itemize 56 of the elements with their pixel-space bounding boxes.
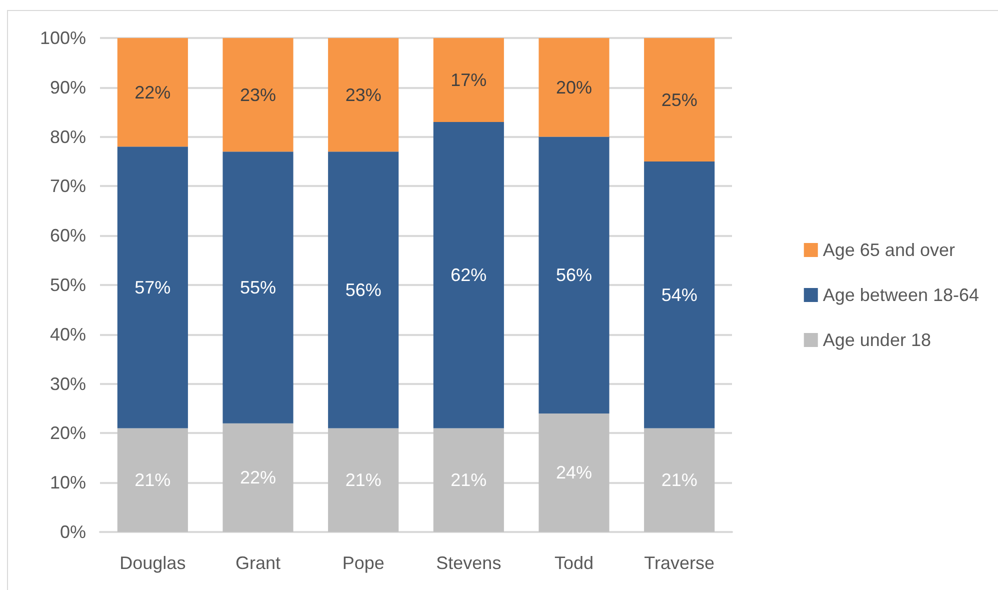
data-label: 62% [450,265,487,286]
y-tick-label: 40% [50,324,86,344]
legend-label: Age between 18-64 [822,285,980,305]
data-label: 56% [556,265,592,286]
data-label: 21% [661,470,698,490]
y-tick-label: 50% [50,275,86,295]
y-tick-label: 80% [50,126,86,147]
bar [328,38,399,152]
data-label: 21% [450,470,487,490]
bar [538,413,610,532]
y-tick-label: 0% [60,522,86,542]
bar [433,38,504,122]
legend-label: Age 65 and over [822,240,955,260]
bar [538,136,610,414]
bar [644,162,715,428]
y-tick-label: 60% [50,226,86,246]
bar [644,38,715,162]
y-tick-label: 90% [50,77,86,98]
data-label: 21% [345,470,382,490]
y-tick-label: 70% [50,176,86,196]
bar [644,428,715,532]
data-label: 56% [345,280,382,300]
data-label: 20% [556,77,592,98]
bar [117,38,188,147]
bar [222,423,294,532]
data-label: 17% [450,70,487,90]
data-label: 22% [134,82,171,102]
data-label: 25% [661,90,698,110]
data-label: 57% [134,277,171,298]
bar [433,122,504,428]
bar [222,38,294,152]
bar [328,152,399,428]
data-label: 22% [240,468,276,488]
x-tick-label: Douglas [120,553,186,573]
y-tick-label: 100% [40,28,86,48]
y-tick-label: 30% [50,374,86,394]
data-label: 21% [134,470,171,490]
bar [222,152,294,424]
x-tick-label: Grant [235,553,281,573]
x-tick-label: Pope [342,553,384,573]
data-label: 55% [240,277,276,298]
x-tick-label: Traverse [644,553,715,573]
data-label: 23% [345,84,382,105]
data-label: 23% [240,84,276,105]
data-label: 54% [661,284,698,305]
bar [117,146,188,428]
y-tick-label: 10% [50,472,86,493]
x-tick-label: Stevens [436,553,502,573]
data-label: 24% [556,462,592,483]
bar [328,428,399,532]
x-tick-label: Todd [554,553,594,573]
legend-label: Age under 18 [822,330,931,350]
y-tick-label: 20% [50,423,86,444]
bar [117,428,188,532]
bar [538,38,610,137]
bar [433,428,504,532]
